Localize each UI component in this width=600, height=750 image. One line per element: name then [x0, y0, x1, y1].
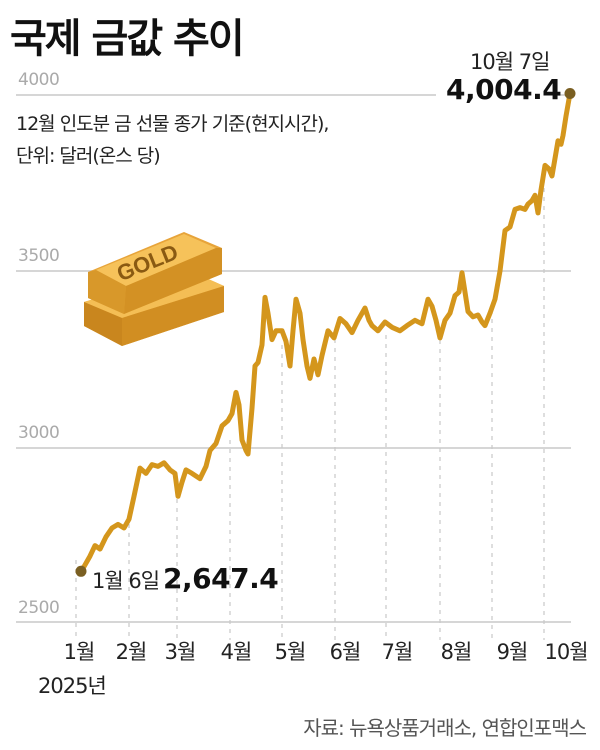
gridline-4000 [16, 94, 436, 96]
x-tick-may: 5월 [274, 640, 307, 664]
x-tick-jan: 1월 [63, 640, 96, 664]
x-tick-oct: 10월 [544, 640, 588, 664]
gridline-3500 [16, 270, 571, 272]
x-tick-jun: 6월 [329, 640, 362, 664]
page-title: 국제 금값 추이 [10, 16, 245, 62]
source-credit: 자료: 뉴욕상품거래소, 연합인포맥스 [303, 716, 587, 740]
start-date-label: 1월 6일 [92, 569, 160, 593]
x-tick-aug: 8월 [440, 640, 473, 664]
x-tick-jul: 7월 [381, 640, 414, 664]
x-tick-mar: 3월 [164, 640, 197, 664]
gold-bars-icon: GOLD [84, 232, 224, 346]
start-value-label: 2,647.4 [163, 562, 279, 595]
x-tick-apr: 4월 [220, 640, 253, 664]
y-tick-3500: 3500 [18, 246, 60, 266]
gold-price-line [75, 91, 573, 574]
y-tick-4000: 4000 [18, 70, 60, 90]
end-value-label: 4,004.4 [446, 73, 562, 106]
y-tick-3000: 3000 [18, 423, 60, 443]
subtitle-line-1: 12월 인도분 금 선물 종가 기준(현지시간), [16, 113, 329, 135]
vertical-dashed-gridlines [75, 170, 545, 640]
gridline-2500 [16, 621, 571, 623]
gridline-4000-right [555, 94, 569, 96]
year-label: 2025년 [38, 674, 107, 698]
x-tick-sep: 9월 [496, 640, 529, 664]
subtitle-line-2: 단위: 달러(온스 당) [16, 145, 161, 167]
end-date-label: 10월 7일 [470, 50, 550, 74]
x-tick-feb: 2월 [115, 640, 148, 664]
chart-subtitle: 12월 인도분 금 선물 종가 기준(현지시간), 단위: 달러(온스 당) [16, 108, 329, 172]
y-tick-2500: 2500 [18, 598, 60, 618]
start-annotation: 1월 6일 2,647.4 [92, 562, 279, 595]
end-point-marker [564, 88, 576, 99]
gridline-3000 [16, 447, 571, 449]
start-point-marker [75, 565, 87, 577]
